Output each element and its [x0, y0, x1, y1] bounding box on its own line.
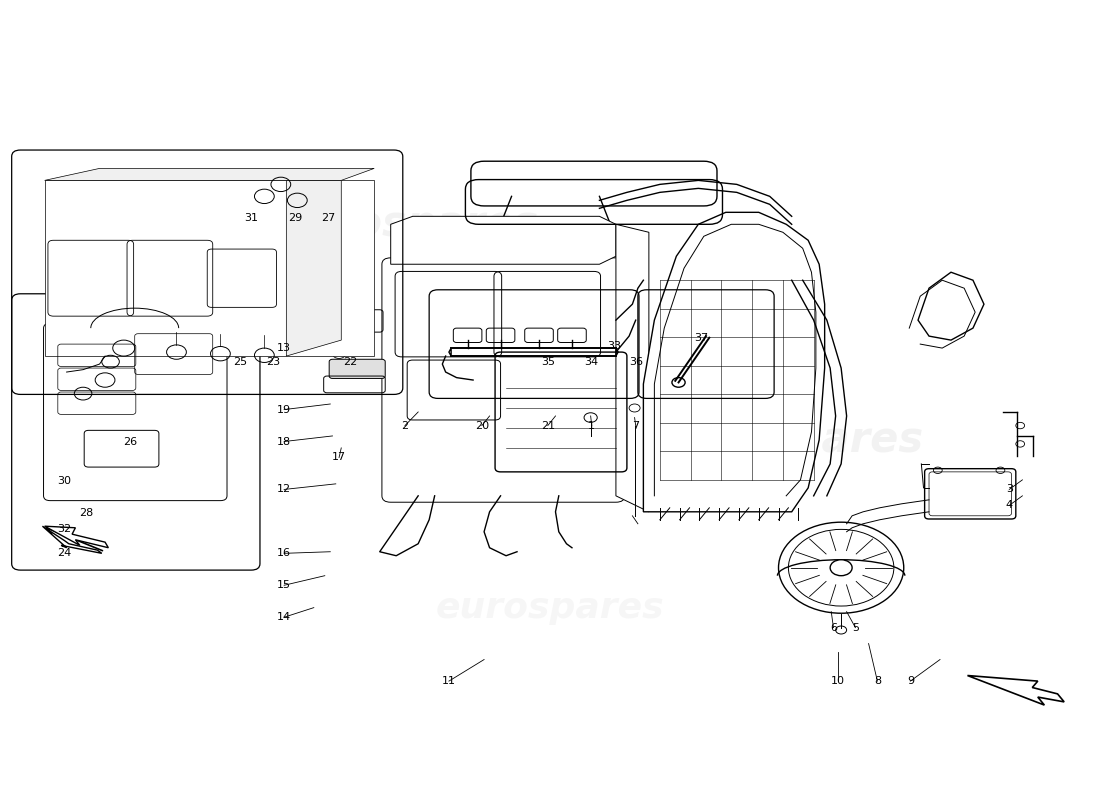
Text: 34: 34 — [585, 357, 598, 366]
Polygon shape — [286, 180, 341, 356]
Text: 2: 2 — [402, 421, 408, 430]
Polygon shape — [45, 180, 374, 356]
Text: 31: 31 — [244, 213, 258, 223]
Polygon shape — [968, 675, 1064, 705]
Text: 30: 30 — [57, 477, 72, 486]
Text: 13: 13 — [277, 343, 292, 353]
Text: 6: 6 — [829, 622, 837, 633]
Polygon shape — [45, 169, 374, 180]
Text: 25: 25 — [233, 357, 248, 366]
Polygon shape — [43, 526, 102, 554]
Text: 8: 8 — [873, 676, 881, 686]
Text: 33: 33 — [607, 341, 620, 350]
Circle shape — [830, 560, 852, 576]
Text: 29: 29 — [288, 213, 302, 223]
Text: 14: 14 — [277, 612, 292, 622]
Polygon shape — [45, 526, 109, 548]
Text: 9: 9 — [906, 676, 914, 686]
Text: 21: 21 — [541, 421, 554, 430]
Text: eurospares: eurospares — [276, 203, 539, 246]
Text: 3: 3 — [1005, 485, 1013, 494]
Text: 11: 11 — [442, 676, 455, 686]
Circle shape — [779, 522, 904, 614]
Text: 32: 32 — [57, 524, 72, 534]
Text: 27: 27 — [321, 213, 336, 223]
Text: 17: 17 — [332, 453, 346, 462]
Text: 22: 22 — [343, 357, 358, 366]
Text: 7: 7 — [632, 421, 639, 430]
Text: 5: 5 — [851, 622, 859, 633]
Text: 23: 23 — [266, 357, 280, 366]
Text: 18: 18 — [277, 437, 292, 446]
Polygon shape — [918, 272, 984, 340]
Text: 24: 24 — [57, 548, 72, 558]
Text: 35: 35 — [541, 357, 554, 366]
Text: 12: 12 — [277, 485, 292, 494]
Polygon shape — [644, 212, 825, 512]
Text: 15: 15 — [277, 580, 292, 590]
Text: 28: 28 — [79, 509, 94, 518]
Text: 19: 19 — [277, 405, 292, 414]
Text: eurospares: eurospares — [660, 419, 923, 461]
Text: 16: 16 — [277, 548, 292, 558]
Text: 36: 36 — [629, 357, 642, 366]
Text: 4: 4 — [1005, 501, 1013, 510]
Text: eurospares: eurospares — [436, 590, 664, 625]
Text: 20: 20 — [475, 421, 488, 430]
Polygon shape — [616, 224, 649, 512]
Text: 1: 1 — [588, 421, 595, 430]
Text: 37: 37 — [694, 333, 708, 342]
Text: 26: 26 — [123, 437, 138, 446]
Text: 10: 10 — [830, 676, 845, 686]
FancyBboxPatch shape — [329, 359, 385, 378]
Polygon shape — [390, 216, 616, 264]
